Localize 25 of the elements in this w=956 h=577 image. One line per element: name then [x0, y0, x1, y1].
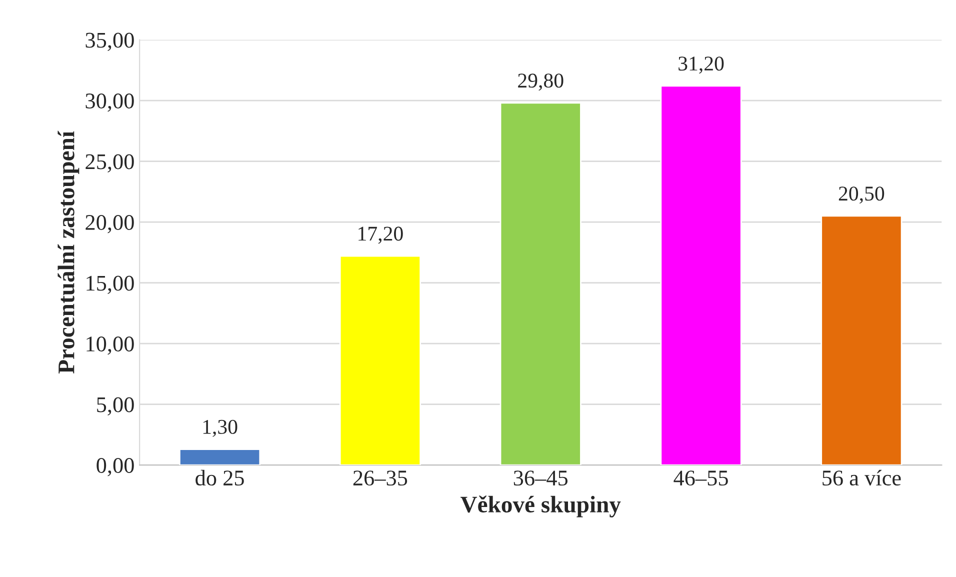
bar [339, 255, 421, 466]
y-tick-label: 25,00 [86, 154, 134, 172]
data-label: 17,20 [358, 226, 403, 244]
bar [178, 448, 261, 466]
y-axis-title: Procentuální zastoupení [58, 130, 80, 374]
y-tick-label: 5,00 [97, 397, 134, 416]
x-axis-title: Věkové skupiny [460, 496, 621, 518]
bar [500, 102, 582, 466]
x-tick-label: 46–55 [674, 470, 728, 486]
data-label: 1,30 [203, 420, 238, 437]
x-tick-label: 26–35 [353, 470, 408, 486]
x-tick-label: do 25 [196, 470, 244, 486]
data-label: 29,80 [518, 74, 564, 91]
x-tick-label: 56 a více [822, 470, 901, 486]
y-tick-label: 0,00 [96, 458, 134, 476]
y-tick-label: 35,00 [86, 32, 134, 51]
y-tick-label: 20,00 [86, 214, 134, 234]
bar [820, 215, 902, 466]
x-tick-label: 36–45 [514, 470, 568, 486]
data-label: 20,50 [838, 186, 884, 204]
y-tick-label: 10,00 [86, 336, 134, 355]
y-tick-label: 15,00 [86, 276, 134, 294]
y-tick-label: 30,00 [86, 93, 134, 112]
data-label: 31,20 [678, 56, 724, 74]
bar [660, 85, 742, 466]
